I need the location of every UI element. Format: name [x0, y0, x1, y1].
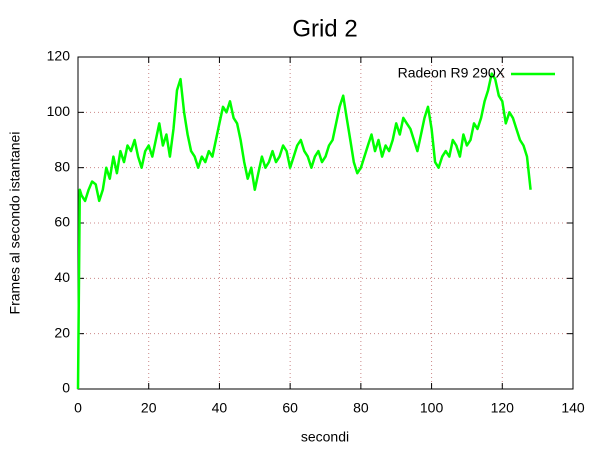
x-tick-label: 80	[353, 400, 369, 416]
y-tick-label: 60	[54, 214, 70, 230]
x-tick-label: 40	[212, 400, 228, 416]
y-tick-label: 40	[54, 269, 70, 285]
y-tick-label: 20	[54, 324, 70, 340]
x-tick-label: 60	[282, 400, 298, 416]
x-tick-label: 100	[420, 400, 444, 416]
y-tick-label: 120	[47, 48, 71, 64]
chart-title: Grid 2	[292, 15, 357, 42]
x-tick-label: 0	[74, 400, 82, 416]
series-line	[76, 72, 532, 390]
x-tick-label: 120	[491, 400, 515, 416]
x-tick-label: 20	[141, 400, 157, 416]
y-tick-label: 100	[47, 103, 71, 119]
plot-frame	[77, 56, 574, 390]
y-tick-label: 80	[54, 158, 70, 174]
x-tick-label: 140	[561, 400, 585, 416]
legend-label: Radeon R9 290X	[398, 65, 506, 81]
y-tick-label: 0	[62, 380, 70, 396]
y-axis-label: Frames al secondo istantanei	[7, 132, 23, 315]
x-axis-label: secondi	[301, 429, 349, 445]
